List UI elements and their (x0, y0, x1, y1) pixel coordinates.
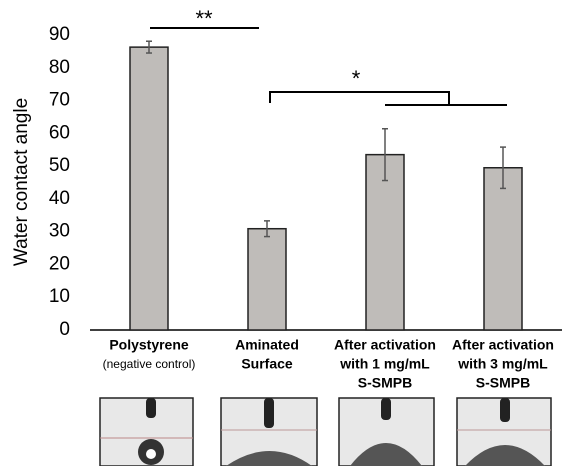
x-tick-label: Surface (241, 356, 293, 372)
x-tick-label: Polystyrene (109, 337, 189, 353)
significance (150, 28, 507, 105)
y-tick-label: 30 (49, 221, 70, 242)
x-tick-label: After activation (334, 337, 436, 353)
y-tick-label: 90 (49, 24, 70, 45)
y-tick-label: 20 (49, 253, 70, 274)
y-tick-label: 0 (59, 319, 70, 340)
drop-photo (339, 398, 434, 466)
bar (248, 229, 286, 330)
bar (484, 168, 522, 330)
y-axis-label: Water contact angle (11, 98, 32, 266)
y-tick-label: 60 (49, 122, 70, 143)
x-tick-label: S-SMPB (358, 375, 412, 391)
drop-images (100, 398, 551, 466)
x-tick-label: (negative control) (103, 357, 196, 371)
x-tick-label: with 1 mg/mL (339, 356, 430, 372)
annotation: ** (195, 6, 213, 31)
y-tick-label: 70 (49, 90, 70, 111)
x-tick-label: After activation (452, 337, 554, 353)
drop-photo (221, 398, 317, 466)
bracket (270, 92, 449, 105)
y-tick-label: 50 (49, 155, 70, 176)
x-tick-label: with 3 mg/mL (457, 356, 548, 372)
x-tick-label: S-SMPB (476, 375, 530, 391)
drop-photo (100, 398, 193, 466)
drop-photo (457, 398, 551, 466)
y-tick-label: 10 (49, 286, 70, 307)
chart: Water contact angle ** * (0, 0, 565, 466)
bar (130, 47, 168, 330)
annotation: * (352, 66, 361, 91)
y-tick-label: 80 (49, 57, 70, 78)
y-tick-label: 40 (49, 188, 70, 209)
x-tick-label: Aminated (235, 337, 299, 353)
